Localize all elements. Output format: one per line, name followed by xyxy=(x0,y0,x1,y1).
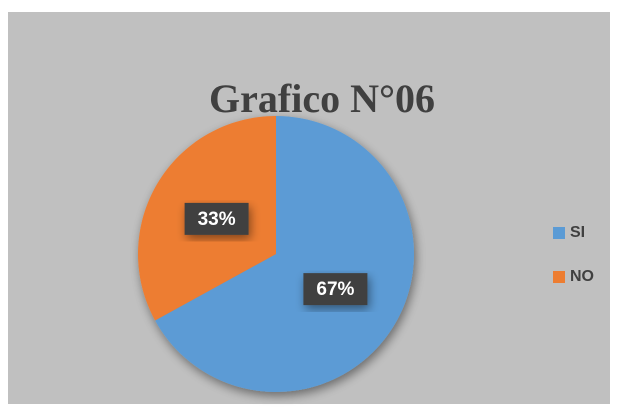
labels: 67% 33% xyxy=(184,202,368,306)
legend-swatch xyxy=(553,271,565,283)
data-label-box xyxy=(303,273,368,306)
data-label: 67% xyxy=(316,279,354,300)
chart-title: Grafico N°06 xyxy=(209,76,435,121)
data-label-box xyxy=(184,202,249,235)
legend-label: SI xyxy=(570,224,585,241)
pie-slice xyxy=(155,116,415,392)
pie xyxy=(138,116,415,392)
legend-label: NO xyxy=(570,268,594,285)
legend-swatch xyxy=(553,227,565,239)
data-label: 33% xyxy=(198,209,236,230)
